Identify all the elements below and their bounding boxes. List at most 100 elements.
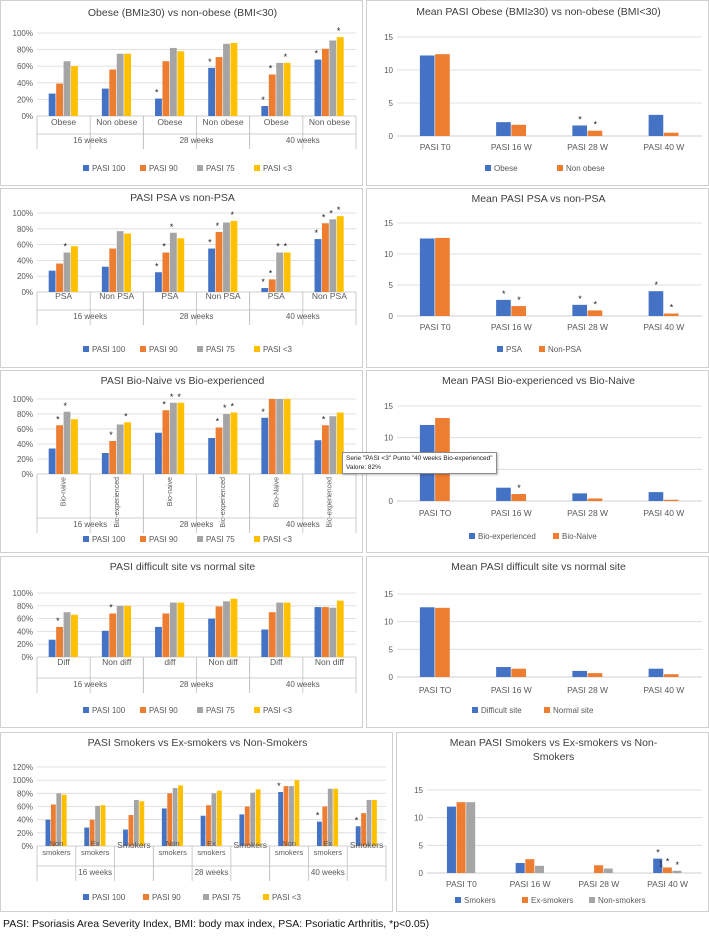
bar-bio-naive (663, 499, 679, 501)
legend-label: PASI 90 (149, 706, 178, 715)
significance-star: * (269, 268, 273, 278)
bar-pasi-75 (116, 424, 124, 474)
bar-pasi-3 (336, 216, 344, 292)
bar-bio-experienced (496, 487, 511, 501)
bar-pasi-75 (169, 232, 177, 292)
bar-pasi-90 (268, 74, 276, 116)
category-label: Non obese (203, 117, 244, 127)
y-tick-label: 15 (384, 590, 393, 599)
legend-label: PASI <3 (263, 706, 293, 715)
tooltip-line-2: Valore: 82% (346, 464, 381, 471)
bar-pasi-100 (208, 618, 216, 657)
significance-star: * (230, 402, 234, 412)
category-label: PASI 16 W (491, 685, 532, 695)
chart-title: Mean PASI difficult site vs normal site (451, 561, 626, 573)
significance-star: * (162, 399, 166, 409)
bar-pasi-75 (63, 252, 71, 292)
bar-ex-smokers (662, 867, 672, 873)
legend-swatch (254, 707, 260, 713)
significance-star: * (284, 242, 288, 252)
category-label: Ex (207, 839, 216, 848)
bar-pasi-90 (215, 606, 223, 657)
bar-pasi-100 (355, 826, 361, 846)
group-label: 28 weeks (180, 312, 214, 321)
significance-star: * (155, 88, 159, 98)
chart-psa-mean: Mean PASI PSA vs non-PSA 0 5 10 15 PASI T0 * * P… (384, 193, 702, 354)
category-label: PSA (161, 291, 178, 301)
legend-label: Obese (494, 164, 518, 173)
bar-ex-smokers (594, 865, 604, 873)
bar-bio-experienced (648, 492, 664, 501)
legend-swatch (497, 346, 503, 352)
bar-pasi-90 (268, 399, 276, 474)
legend-label: PASI 75 (206, 164, 235, 173)
bar-pasi-90 (322, 806, 328, 846)
bar-obese (572, 125, 588, 136)
chart-title: Mean PASI Bio-experienced vs Bio-Naive (442, 375, 635, 387)
chart-tooltip: Serie "PASI <3" Punto "40 weeks Bio-expe… (342, 452, 497, 474)
category-label: PASI 16 W (510, 879, 551, 889)
y-tick-label: 15 (384, 33, 393, 42)
group-label: 40 weeks (286, 312, 320, 321)
bar-pasi-90 (162, 252, 170, 292)
bar-pasi-90 (128, 815, 134, 846)
chart-site-mean: Mean PASI difficult site vs normal site 0… (384, 561, 702, 715)
category-label: Obese (264, 117, 289, 127)
bar-pasi-75 (169, 602, 177, 657)
bar-obese (648, 114, 664, 136)
significance-star: * (502, 289, 506, 299)
bar-pasi-90 (215, 57, 223, 116)
legend-swatch (140, 707, 146, 713)
chart-title: Obese (BMI≥30) vs non-obese (BMI<30) (88, 7, 277, 19)
bar-difficult-site (648, 668, 664, 677)
chart-bio-pct: PASI Bio-Naive vs Bio-experienced 0% 20% 40… (13, 375, 357, 544)
bar-pasi-100 (314, 440, 322, 474)
bar-non-smokers (603, 868, 613, 873)
legend-swatch (83, 536, 89, 542)
legend-swatch (197, 346, 203, 352)
bar-pasi-100 (155, 272, 162, 292)
bar-pasi-100 (48, 448, 56, 474)
category-label: Non (282, 839, 296, 848)
bar-pasi-75 (289, 786, 294, 846)
legend-swatch (143, 894, 149, 900)
legend-swatch (254, 165, 260, 171)
bar-pasi-100 (123, 829, 128, 846)
category-label: Smokers (350, 840, 384, 850)
bar-pasi-3 (336, 412, 344, 474)
legend-swatch (485, 165, 491, 171)
significance-star: * (208, 238, 212, 248)
significance-star: * (56, 414, 60, 424)
category-label: PASI 28 W (567, 322, 608, 332)
y-tick-label: 5 (419, 841, 424, 850)
legend-label: Non-PSA (548, 345, 582, 354)
bar-pasi-3 (124, 422, 132, 474)
bar-non-obese (587, 130, 603, 136)
legend-label: Difficult site (481, 706, 522, 715)
legend-swatch (522, 897, 528, 903)
category-label: PASI T0 (420, 322, 451, 332)
significance-star: * (177, 392, 181, 402)
category-label: PASI TO (419, 508, 452, 518)
group-label: 28 weeks (180, 680, 214, 689)
bar-pasi-75 (250, 792, 256, 846)
category-label: PASI 28 W (567, 685, 608, 695)
y-tick-label: 5 (389, 281, 394, 290)
y-tick-label: 60% (17, 615, 33, 624)
category-label: PASI 40 W (643, 142, 684, 152)
legend-label: PSA (506, 345, 523, 354)
significance-star: * (316, 811, 320, 821)
significance-star: * (109, 430, 113, 440)
significance-star: * (170, 222, 174, 232)
category-label: Bio-Naive (273, 477, 280, 507)
significance-star: * (517, 295, 521, 305)
bar-pasi-100 (155, 626, 162, 657)
panel-bio-pct: PASI Bio-Naive vs Bio-experienced 0% 20% 40… (0, 370, 363, 553)
bar-pasi-90 (215, 231, 223, 292)
chart-psa-pct: PASI PSA vs non-PSA0%20%40%60%80%100%***… (13, 192, 357, 354)
bar-pasi-90 (162, 410, 170, 474)
category-label: PASI 16 W (491, 322, 532, 332)
bar-pasi-75 (211, 793, 217, 846)
significance-star: * (64, 401, 68, 411)
bar-pasi-90 (109, 248, 117, 292)
